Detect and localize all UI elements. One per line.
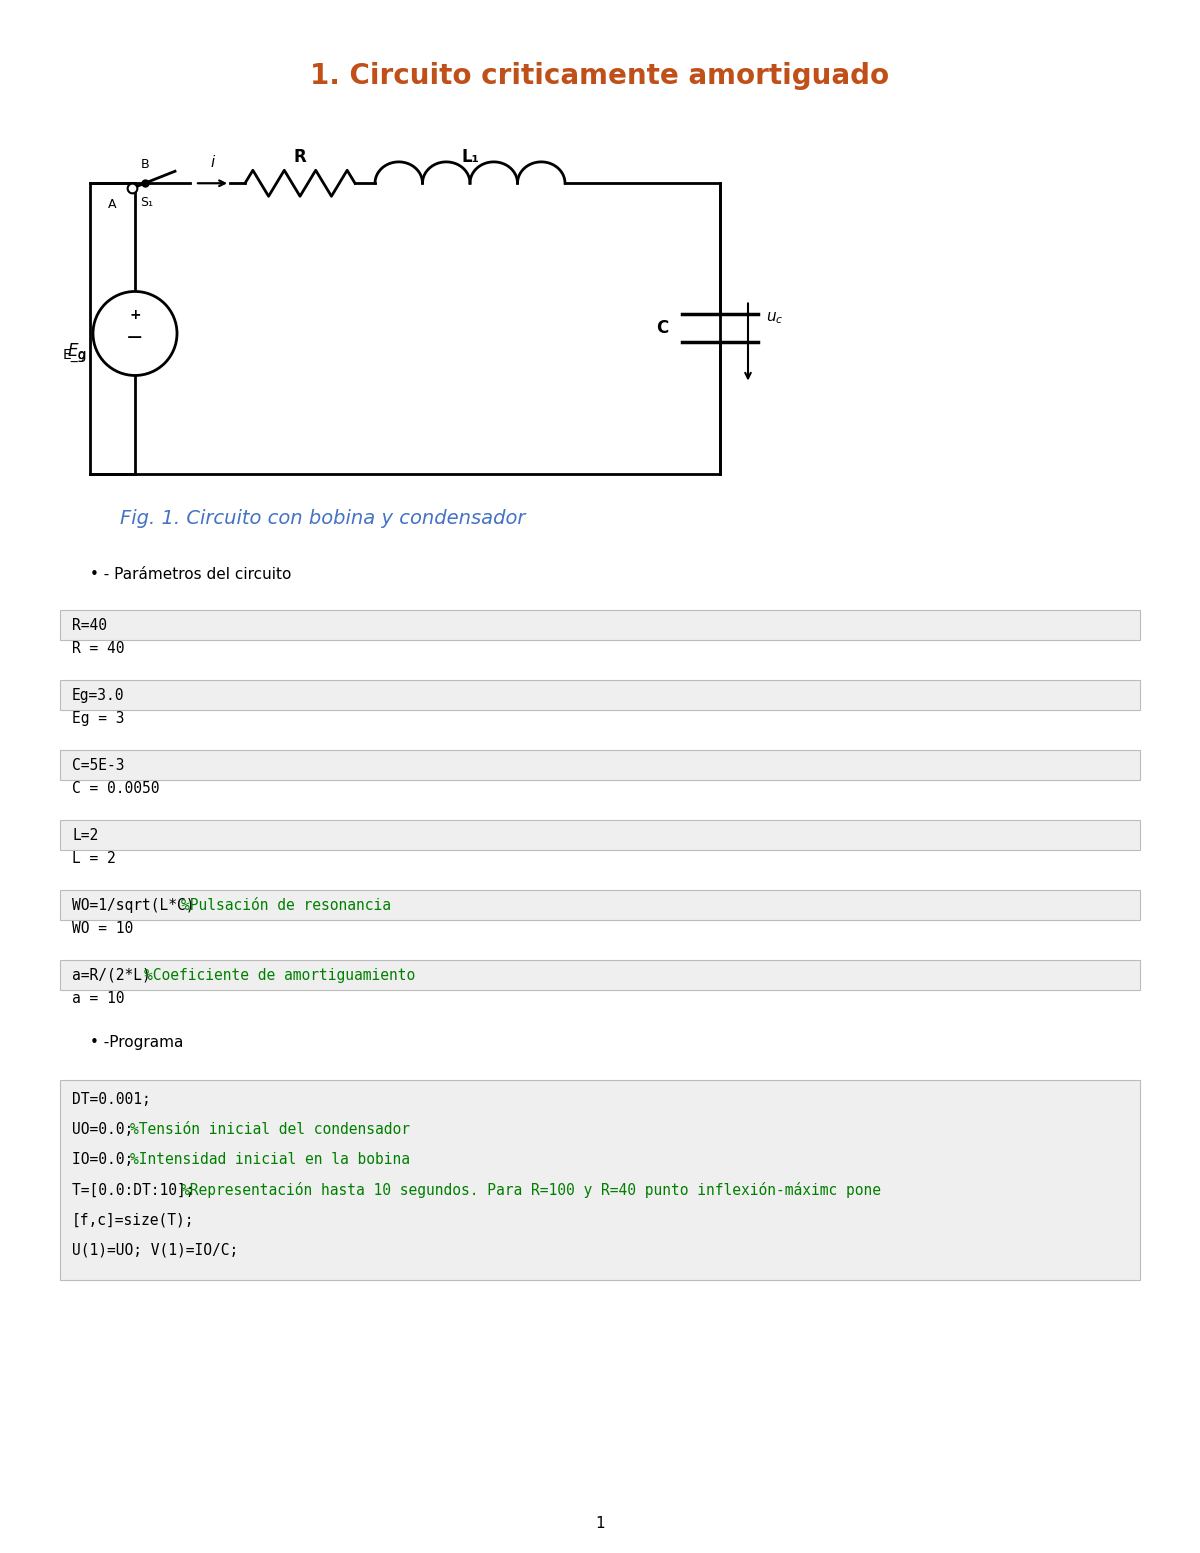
Text: T=[0.0:DT:10];: T=[0.0:DT:10]; [72,1182,203,1197]
Text: C: C [656,320,668,337]
FancyBboxPatch shape [60,890,1140,921]
Text: R=40: R=40 [72,618,107,632]
Text: i: i [210,155,215,171]
Text: UO=0.0;: UO=0.0; [72,1123,142,1137]
FancyBboxPatch shape [60,960,1140,991]
Text: L = 2: L = 2 [72,851,115,867]
Text: 1: 1 [595,1516,605,1531]
FancyBboxPatch shape [60,1081,1140,1280]
Text: • -Programa: • -Programa [90,1036,184,1050]
Text: $E_g$: $E_g$ [67,342,86,365]
FancyBboxPatch shape [60,680,1140,710]
Text: Eg=3.0: Eg=3.0 [72,688,125,704]
Text: R = 40: R = 40 [72,641,125,655]
Text: R: R [294,148,306,166]
Text: IO=0.0;: IO=0.0; [72,1152,142,1168]
Text: Eg = 3: Eg = 3 [72,711,125,725]
Text: DT=0.001;: DT=0.001; [72,1092,151,1107]
Text: %Pulsación de resonancia: %Pulsación de resonancia [181,898,391,913]
Text: E_g: E_g [62,348,88,362]
Text: L₁: L₁ [461,148,479,166]
Text: S₁: S₁ [140,196,154,210]
Circle shape [94,292,178,376]
Text: 1. Circuito criticamente amortiguado: 1. Circuito criticamente amortiguado [311,62,889,90]
Text: L=2: L=2 [72,828,98,843]
Text: a=R/(2*L): a=R/(2*L) [72,968,160,983]
FancyBboxPatch shape [60,610,1140,640]
Text: −: − [126,329,144,348]
Text: %Tensión inicial del condensador: %Tensión inicial del condensador [130,1123,410,1137]
Text: [f,c]=size(T);: [f,c]=size(T); [72,1213,194,1227]
FancyBboxPatch shape [60,750,1140,780]
Text: a = 10: a = 10 [72,991,125,1006]
Text: %Intensidad inicial en la bobina: %Intensidad inicial en la bobina [130,1152,410,1168]
Text: B: B [140,158,149,171]
FancyBboxPatch shape [60,820,1140,851]
Text: +: + [130,309,140,323]
Text: C = 0.0050: C = 0.0050 [72,781,160,795]
Text: %Coeficiente de amortiguamiento: %Coeficiente de amortiguamiento [144,968,415,983]
Text: WO = 10: WO = 10 [72,921,133,936]
Text: WO=1/sqrt(L*C): WO=1/sqrt(L*C) [72,898,203,913]
Text: A: A [108,199,116,211]
Text: $u_c$: $u_c$ [767,311,784,326]
Text: • - Parámetros del circuito: • - Parámetros del circuito [90,567,292,582]
Text: %Representación hasta 10 segundos. Para R=100 y R=40 punto inflexión-máximc pone: %Representación hasta 10 segundos. Para … [181,1182,881,1199]
Text: C=5E-3: C=5E-3 [72,758,125,773]
Text: Fig. 1. Circuito con bobina y condensador: Fig. 1. Circuito con bobina y condensado… [120,509,526,528]
Text: U(1)=UO; V(1)=IO/C;: U(1)=UO; V(1)=IO/C; [72,1242,239,1258]
